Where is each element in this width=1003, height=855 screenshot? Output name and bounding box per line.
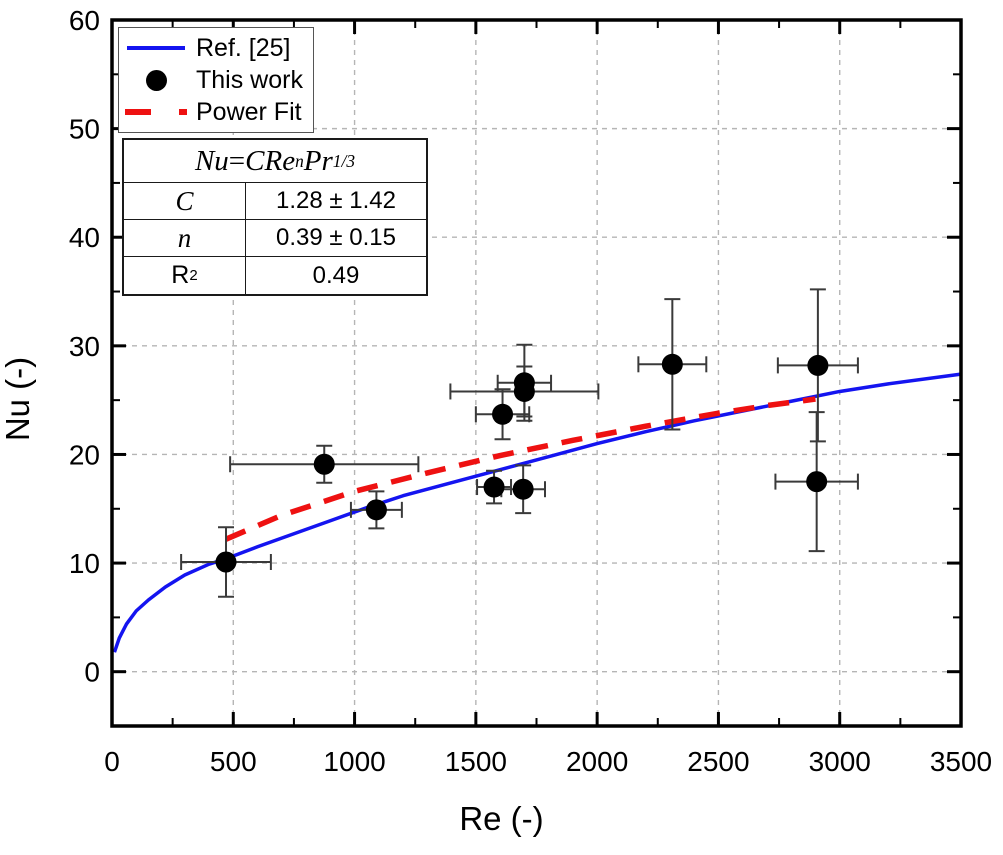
legend-line-sample xyxy=(125,46,187,50)
legend-label-powerfit: Power Fit xyxy=(196,97,302,126)
data-point xyxy=(215,551,237,573)
y-tick-label: 30 xyxy=(69,331,100,362)
fit-formula: Nu = CRe n Pr 1/3 xyxy=(124,140,426,183)
data-point xyxy=(313,453,335,475)
fit-parameter-table: Nu = CRe n Pr 1/3 C 1.28 ± 1.42 n 0.39 ± 0.… xyxy=(122,138,428,296)
x-tick-label: 1000 xyxy=(323,746,385,777)
x-tick-label: 500 xyxy=(210,746,257,777)
legend-entry-ref: Ref. [25] xyxy=(125,32,313,64)
y-axis-title: Nu (-) xyxy=(0,356,36,442)
y-tick-label: 50 xyxy=(69,114,100,145)
fit-value-R2: 0.49 xyxy=(245,257,426,294)
legend-entry-thiswork: This work xyxy=(125,64,313,96)
x-tick-label: 2500 xyxy=(687,746,749,777)
data-point xyxy=(512,478,534,500)
data-point xyxy=(661,353,683,375)
legend-dash-sample xyxy=(125,109,187,115)
x-tick-label: 0 xyxy=(104,746,120,777)
fit-param-n: n xyxy=(124,220,245,257)
x-axis-title: Re (-) xyxy=(459,800,544,837)
y-tick-label: 20 xyxy=(69,439,100,470)
x-tick-label: 1500 xyxy=(445,746,507,777)
y-tick-label: 0 xyxy=(84,657,100,688)
data-point xyxy=(365,499,387,521)
legend-label-ref: Ref. [25] xyxy=(196,33,291,62)
data-point xyxy=(513,380,535,402)
y-tick-label: 10 xyxy=(69,548,100,579)
data-point xyxy=(806,471,828,493)
y-tick-label: 60 xyxy=(69,5,100,36)
fit-value-C: 1.28 ± 1.42 xyxy=(245,183,426,220)
fit-param-C: C xyxy=(124,183,245,220)
fit-value-n: 0.39 ± 0.15 xyxy=(245,220,426,257)
legend: Ref. [25] This work Power Fit xyxy=(118,27,314,133)
data-point xyxy=(807,354,829,376)
data-point xyxy=(483,476,505,498)
x-tick-label: 3500 xyxy=(930,746,992,777)
x-tick-label: 3000 xyxy=(809,746,871,777)
data-point xyxy=(492,403,514,425)
x-tick-label: 2000 xyxy=(566,746,628,777)
legend-label-thiswork: This work xyxy=(196,65,303,94)
legend-entry-powerfit: Power Fit xyxy=(125,96,313,128)
power-fit-line xyxy=(224,396,816,542)
legend-dot-sample xyxy=(125,69,187,91)
ref-line xyxy=(112,372,962,653)
y-tick-label: 40 xyxy=(69,222,100,253)
